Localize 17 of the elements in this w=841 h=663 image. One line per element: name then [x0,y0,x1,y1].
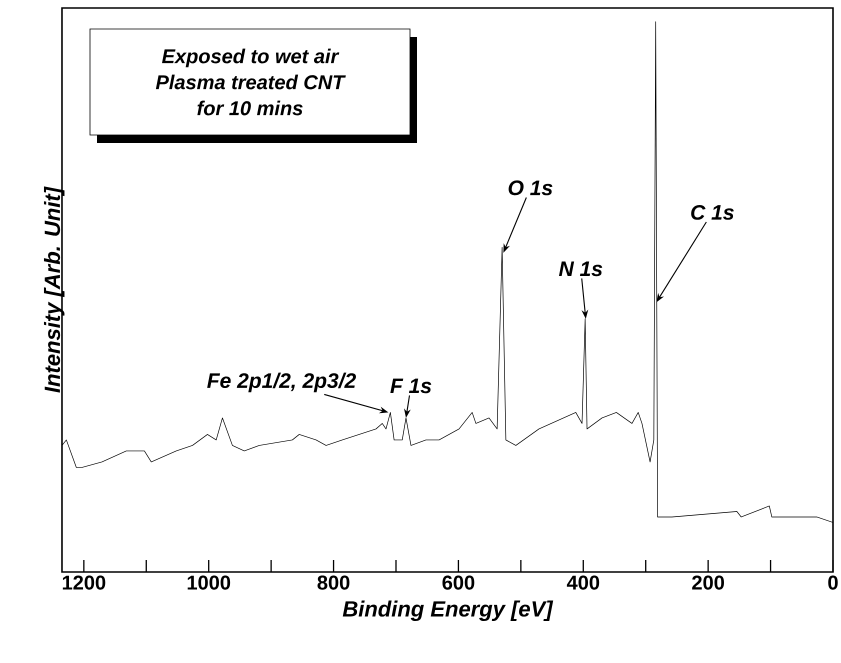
annotation: for 10 mins [197,100,303,116]
annotation: Fe 2p1/2, 2p3/2 [207,372,356,392]
x-tick-label: 200 [692,576,724,590]
y-axis-title: Intensity [Arb. Unit] [44,186,64,393]
annotation: F 1s [390,378,432,394]
annotation: N 1s [558,262,602,276]
x-axis-title: Binding Energy [eV] [342,600,554,622]
x-tick-label: 0 [828,576,838,590]
annotation: C 1s [691,204,734,220]
x-tick-label: 600 [442,576,474,590]
annotation: O 1s [508,180,552,196]
x-tick-label: 800 [318,576,350,590]
x-tick-label: 1000 [188,576,230,590]
x-tick-label: 1200 [62,576,106,590]
annotation: Exposed to wet air [162,48,340,68]
x-tick-label: 400 [566,576,600,590]
annotation: Plasma treated CNT [156,74,346,90]
